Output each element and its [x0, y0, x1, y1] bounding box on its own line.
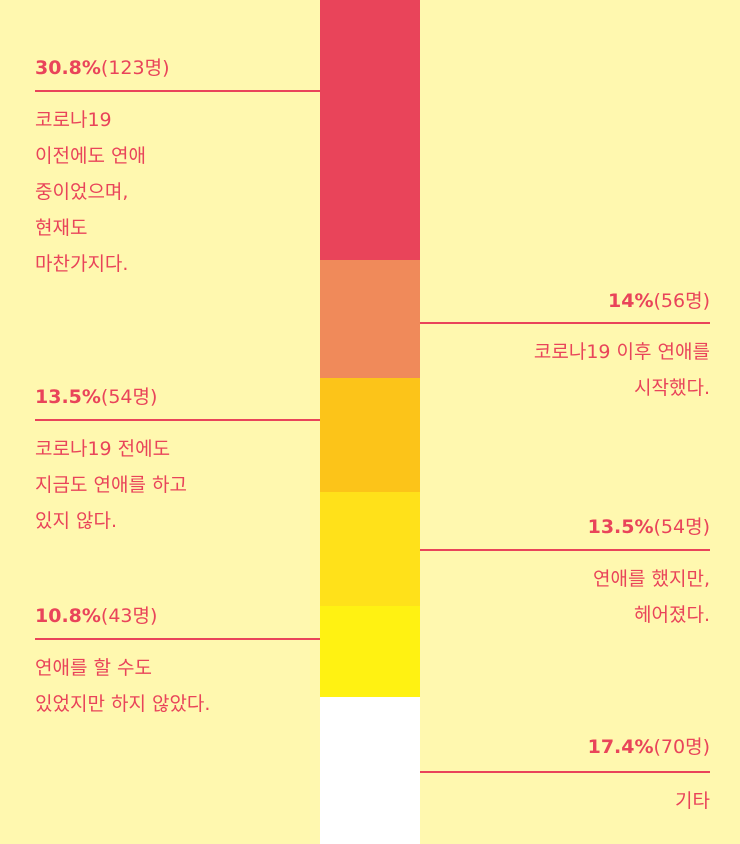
leader-line-0 [35, 90, 320, 92]
count-1: (56명) [653, 290, 710, 312]
label-3: 13.5%(54명) 연애를 했지만, 헤어졌다. [420, 516, 710, 633]
description-line: 현재도 [35, 216, 88, 239]
description-line: 있었지만 하지 않았다. [35, 692, 211, 715]
bar-segment-5 [320, 697, 420, 844]
description-line: 코로나19 전에도 [35, 437, 171, 460]
pct-0: 30.8% [35, 57, 101, 79]
pct-1: 14% [608, 290, 654, 312]
description-line: 헤어졌다. [634, 603, 710, 626]
description-5: 기타 [420, 783, 710, 819]
leader-line-5 [420, 771, 710, 773]
count-0: (123명) [100, 57, 170, 79]
bar-segment-1 [320, 259, 420, 379]
description-line: 기타 [675, 789, 710, 812]
pct-4: 10.8% [35, 605, 101, 627]
leader-line-3 [420, 549, 710, 551]
pct-5: 17.4% [587, 736, 654, 758]
description-line: 코로나19 이후 연애를 [533, 340, 710, 363]
description-line: 시작했다. [634, 376, 710, 399]
bar-segment-0 [320, 0, 420, 261]
count-3: (54명) [653, 516, 710, 538]
description-line: 있지 않다. [35, 509, 117, 532]
pct-3: 13.5% [587, 516, 654, 538]
count-4: (43명) [100, 605, 158, 627]
description-line: 연애를 했지만, [593, 567, 710, 590]
stacked-bar [320, 0, 420, 844]
pct-2: 13.5% [35, 386, 101, 408]
description-line: 이전에도 연애 [35, 144, 146, 167]
bar-segment-2 [320, 378, 420, 493]
description-line: 지금도 연애를 하고 [35, 473, 187, 496]
count-2: (54명) [100, 386, 158, 408]
description-line: 연애를 할 수도 [35, 656, 152, 679]
description-line: 코로나19 [35, 108, 112, 131]
count-5: (70명) [653, 736, 710, 758]
leader-line-4 [35, 638, 320, 640]
description-3: 연애를 했지만, 헤어졌다. [420, 561, 710, 633]
leader-line-2 [35, 419, 320, 421]
leader-line-1 [420, 322, 710, 324]
description-line: 마찬가지다. [35, 252, 129, 275]
description-line: 중이었으며, [35, 180, 129, 203]
bar-segment-4 [320, 605, 420, 698]
label-5: 17.4%(70명) 기타 [420, 736, 710, 819]
bar-segment-3 [320, 492, 420, 607]
